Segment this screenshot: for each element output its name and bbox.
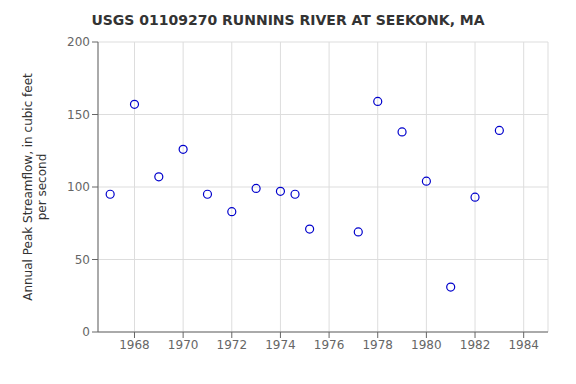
svg-text:1982: 1982 [460,338,491,352]
svg-text:1980: 1980 [411,338,442,352]
svg-text:100: 100 [67,180,90,194]
svg-text:0: 0 [82,325,90,339]
svg-text:1976: 1976 [314,338,345,352]
svg-text:200: 200 [67,35,90,49]
svg-text:150: 150 [67,108,90,122]
svg-text:1984: 1984 [508,338,539,352]
svg-text:1978: 1978 [362,338,393,352]
svg-text:1974: 1974 [265,338,296,352]
svg-text:1972: 1972 [217,338,248,352]
svg-text:50: 50 [75,253,90,267]
svg-text:Annual Peak Streamflow, in cub: Annual Peak Streamflow, in cubic feetper… [21,73,49,301]
svg-text:1968: 1968 [119,338,150,352]
svg-text:1970: 1970 [168,338,199,352]
html-text:USGS 01109270 RUNNINS RIVER AT: USGS 01109270 RUNNINS RIVER AT SEEKONK, … [91,12,485,28]
